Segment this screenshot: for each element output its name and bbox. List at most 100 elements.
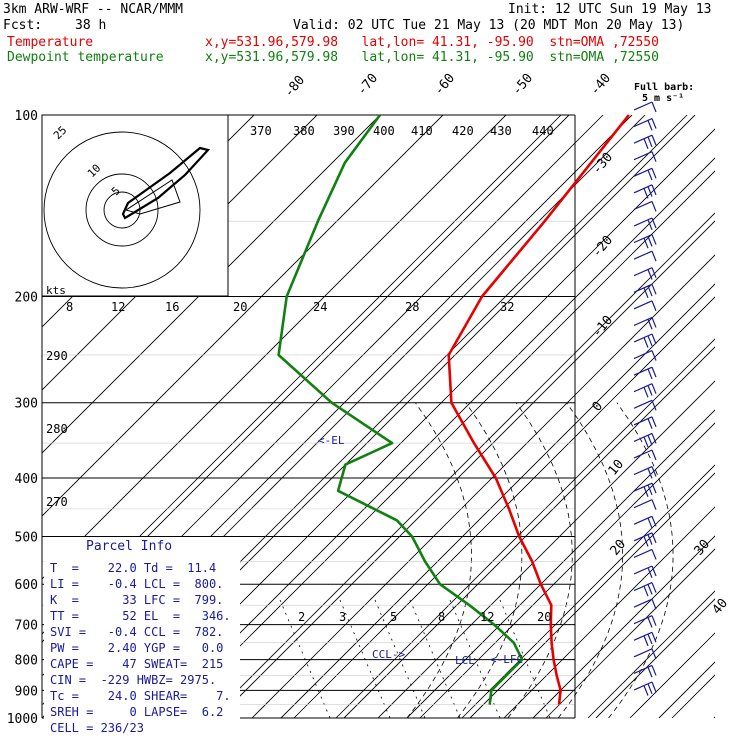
- pressure-tick-label: 400: [15, 472, 38, 487]
- parcel-row: K = 33 LFC = 799.: [50, 593, 224, 607]
- parcel-row: TT = 52 EL = 346.: [50, 609, 231, 623]
- pressure-tick-label: 300: [15, 397, 38, 412]
- temperature-tick-label: -30: [590, 150, 617, 178]
- wind-barb: [633, 664, 657, 678]
- temperature-tick-label: -70: [355, 71, 382, 99]
- pressure-tick-label: 800: [15, 654, 38, 669]
- hodograph-speed-tick: 16: [165, 300, 179, 314]
- isotherm-line: [280, 283, 715, 718]
- dry-adiabat-line: [293, 296, 715, 718]
- wind-barb: [633, 333, 657, 348]
- hodograph-speed-tick: 32: [500, 300, 514, 314]
- dry-adiabat-line: [167, 170, 715, 718]
- sounding-annotation: <-LFC: [490, 653, 523, 666]
- mixing-ratio-label: 5: [390, 610, 397, 624]
- theta-label: 440: [532, 124, 554, 138]
- wind-barb: [633, 631, 657, 647]
- parcel-row: PW = 2.40 YGP = 0.0: [50, 641, 224, 655]
- pressure-tick-label: 200: [15, 291, 38, 306]
- barb-legend-label: Full barb:: [634, 82, 695, 93]
- theta-label: 390: [333, 124, 355, 138]
- temperature-tick-label: -80: [282, 73, 309, 101]
- dewpoint-profile-line: [277, 114, 524, 705]
- theta-label: 420: [452, 124, 474, 138]
- wind-barb: [633, 466, 657, 479]
- isotherm-line: [469, 472, 715, 718]
- wind-barb: [633, 681, 657, 696]
- pressure-tick-label: 600: [15, 578, 38, 593]
- hodograph-speed-tick: 24: [313, 300, 327, 314]
- pressure-tick-label: 700: [15, 619, 38, 634]
- hodograph-ring-10: [85, 173, 159, 247]
- wind-barb: [633, 482, 657, 497]
- wind-barb: [633, 184, 657, 199]
- sounding-annotation: CCL->: [372, 648, 405, 661]
- mixing-ratio-label: 2: [298, 610, 305, 624]
- hodograph-speed-tick: 8: [66, 300, 73, 314]
- pressure-tick-label: 500: [15, 530, 38, 545]
- dewpoint-location: x,y=531.96,579.98 lat,lon= 41.31, -95.90…: [205, 50, 659, 65]
- wind-barb: [633, 217, 657, 231]
- wind-barb: [633, 366, 657, 380]
- parcel-info-panel: Parcel Info T = 22.0 Td = 11.4 LI = -0.4…: [44, 537, 240, 735]
- dry-adiabat-line: [419, 422, 715, 718]
- hodograph-speed-tick: 12: [111, 300, 125, 314]
- temperature-tick-label: -20: [590, 233, 617, 261]
- temperature-tick-label: -40: [588, 71, 615, 99]
- temperature-profile-line: [447, 114, 630, 705]
- isotherm-line: [42, 115, 381, 454]
- temperature-tick-label: -60: [432, 71, 459, 99]
- wind-barb: [633, 648, 657, 660]
- wind-barb: [633, 548, 657, 560]
- init-time: Init: 12 UTC Sun 19 May 13: [508, 2, 712, 17]
- isotherm-line: [42, 115, 444, 517]
- pressure-tick-label: 900: [15, 684, 38, 699]
- isotherm-line: [595, 598, 715, 718]
- temperature-tick-label: 20: [608, 537, 630, 559]
- isotherm-line: [532, 535, 715, 718]
- mixing-ratio-label: 20: [537, 610, 551, 624]
- wind-barb: [633, 134, 657, 149]
- temperature-tick-label: 40: [710, 596, 732, 618]
- wind-barb: [633, 598, 657, 610]
- parcel-row: SREH = 0 LAPSE= 6.2: [50, 705, 224, 719]
- dry-adiabat-line: [335, 338, 715, 718]
- wind-barb: [633, 151, 657, 162]
- isotherm-line: [42, 115, 507, 580]
- temperature-tick-label: 30: [692, 537, 714, 559]
- parcel-row: Tc = 24.0 SHEAR= 7.: [50, 689, 231, 703]
- wind-barb: [633, 234, 657, 249]
- wind-barb: [633, 416, 657, 429]
- hodograph-ring-25: [43, 131, 201, 289]
- dry-adiabat-line: [713, 716, 715, 718]
- wind-barb: [633, 167, 657, 181]
- hodograph-speed-tick: 20: [233, 300, 247, 314]
- temperature-tick-label: -50: [510, 71, 537, 99]
- valid-time: Valid: 02 UTC Tue 21 May 13 (20 MDT Mon …: [293, 18, 685, 33]
- hodograph-speed-tick: 28: [405, 300, 419, 314]
- dry-adiabat-line: [503, 506, 715, 718]
- wind-barb: [633, 615, 657, 628]
- wind-barb: [633, 515, 657, 529]
- axis-labels: 100 200 300 400 500 600 700 800 900 1000 -80 -70 -60…: [7, 71, 731, 727]
- temperature-tick-label: -10: [590, 313, 617, 341]
- isotherm-line: [722, 115, 740, 718]
- wind-barb: [633, 118, 657, 131]
- wind-barb: [633, 383, 657, 398]
- parcel-row: CELL = 236/23: [50, 721, 144, 735]
- parcel-row: CIN = -229 HWBZ= 2975.: [50, 673, 217, 687]
- isotherm-line: [406, 409, 715, 718]
- theta-label: 370: [250, 124, 272, 138]
- wind-barb: [633, 300, 657, 312]
- mixing-ratio-line: [339, 599, 391, 718]
- theta-label: 400: [373, 124, 395, 138]
- dry-adiabat-line: [251, 254, 715, 718]
- isotherm-line: [658, 661, 715, 718]
- wind-barb: [633, 582, 657, 597]
- parcel-row: SVI = -0.4 CCL = 782.: [50, 625, 224, 639]
- mixing-ratio-line: [279, 599, 331, 718]
- sounding-series: [277, 114, 630, 705]
- mixing-ratio-label: 3: [339, 610, 346, 624]
- hodograph-storm-motion: [124, 179, 181, 215]
